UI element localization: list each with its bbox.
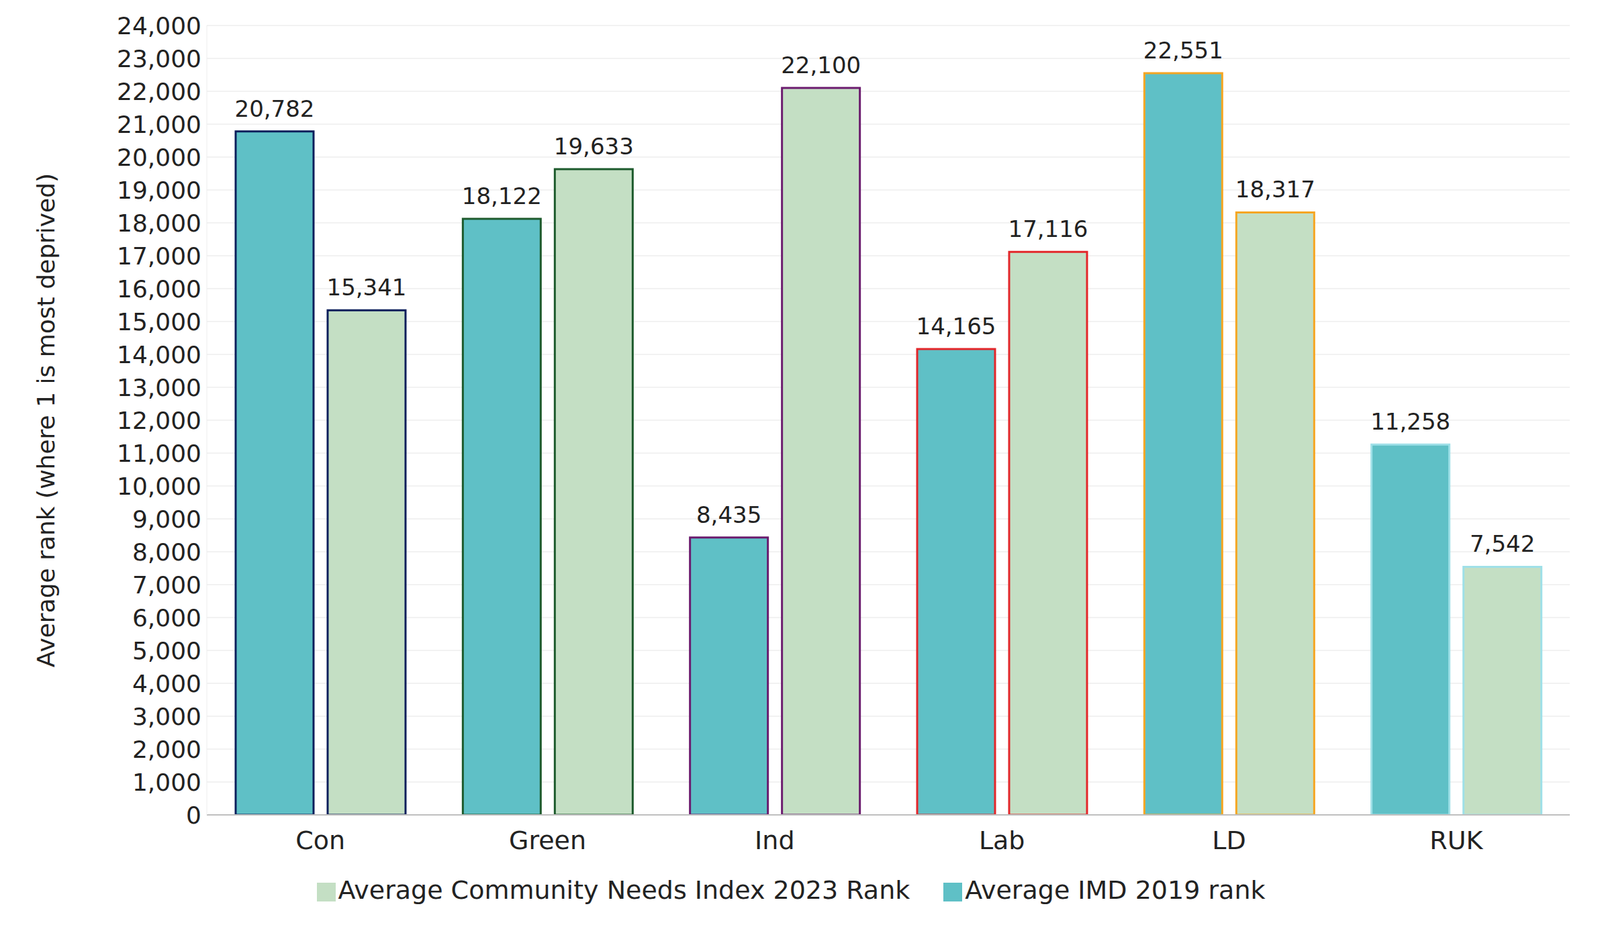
svg-text:14,165: 14,165: [916, 312, 997, 340]
html-text:Average Community Needs Index: Average Community Needs Index 2023 Rank: [338, 875, 910, 906]
svg-text:RUK: RUK: [1429, 825, 1484, 856]
svg-text:11,000: 11,000: [116, 439, 202, 468]
svg-text:8,000: 8,000: [132, 538, 202, 567]
svg-text:21,000: 21,000: [116, 110, 202, 139]
html-text:Average IMD 2019 rank: Average IMD 2019 rank: [964, 875, 1266, 906]
svg-text:4,000: 4,000: [132, 670, 202, 698]
svg-text:10,000: 10,000: [116, 472, 202, 501]
svg-text:17,116: 17,116: [1008, 215, 1089, 243]
svg-text:24,000: 24,000: [116, 12, 202, 40]
svg-text:1,000: 1,000: [132, 768, 202, 797]
svg-text:2,000: 2,000: [132, 735, 202, 764]
svg-text:22,551: 22,551: [1143, 36, 1224, 64]
svg-text:15,341: 15,341: [326, 273, 407, 301]
svg-text:8,435: 8,435: [696, 501, 762, 529]
svg-text:7,000: 7,000: [132, 571, 202, 599]
svg-text:18,000: 18,000: [116, 209, 202, 238]
svg-text:20,782: 20,782: [234, 95, 315, 123]
svg-text:Average rank (where 1 is most: Average rank (where 1 is most deprived): [32, 173, 60, 668]
svg-text:18,317: 18,317: [1235, 175, 1316, 203]
svg-text:Con: Con: [295, 825, 346, 856]
svg-text:Lab: Lab: [978, 825, 1026, 856]
svg-text:14,000: 14,000: [116, 341, 202, 369]
svg-text:17,000: 17,000: [116, 242, 202, 270]
svg-text:19,633: 19,633: [553, 132, 634, 160]
svg-text:22,000: 22,000: [116, 77, 202, 106]
svg-text:22,100: 22,100: [780, 51, 861, 79]
svg-text:23,000: 23,000: [116, 44, 202, 73]
svg-text:19,000: 19,000: [116, 176, 202, 205]
svg-text:20,000: 20,000: [116, 143, 202, 172]
svg-text:15,000: 15,000: [116, 308, 202, 336]
svg-text:11,258: 11,258: [1370, 408, 1451, 436]
svg-text:9,000: 9,000: [132, 505, 202, 534]
svg-text:16,000: 16,000: [116, 275, 202, 303]
svg-text:LD: LD: [1211, 825, 1246, 856]
svg-text:Green: Green: [508, 825, 587, 856]
svg-text:5,000: 5,000: [132, 637, 202, 665]
svg-text:Ind: Ind: [754, 825, 795, 856]
svg-text:7,542: 7,542: [1469, 530, 1535, 558]
svg-text:18,122: 18,122: [461, 182, 542, 210]
svg-text:3,000: 3,000: [132, 702, 202, 731]
svg-text:12,000: 12,000: [116, 406, 202, 435]
svg-text:0: 0: [185, 801, 202, 830]
svg-text:13,000: 13,000: [116, 373, 202, 402]
svg-text:6,000: 6,000: [132, 604, 202, 632]
